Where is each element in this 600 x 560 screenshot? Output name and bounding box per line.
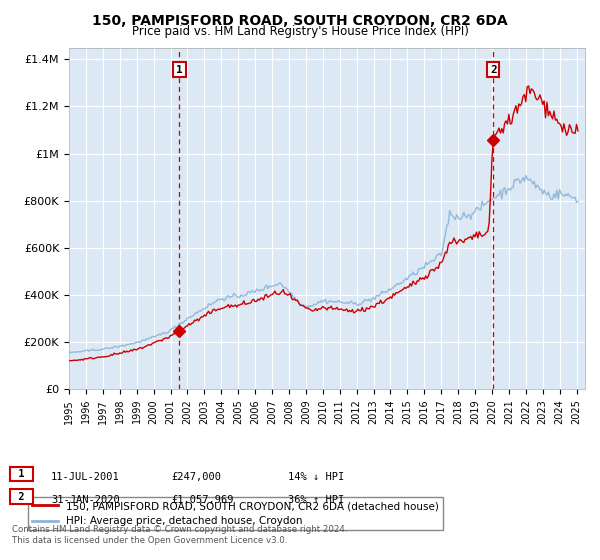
Text: 2: 2 — [490, 65, 497, 74]
Text: Contains HM Land Registry data © Crown copyright and database right 2024.
This d: Contains HM Land Registry data © Crown c… — [12, 525, 347, 545]
Text: 11-JUL-2001: 11-JUL-2001 — [51, 472, 120, 482]
Text: £247,000: £247,000 — [171, 472, 221, 482]
Text: 14% ↓ HPI: 14% ↓ HPI — [288, 472, 344, 482]
Text: 150, PAMPISFORD ROAD, SOUTH CROYDON, CR2 6DA: 150, PAMPISFORD ROAD, SOUTH CROYDON, CR2… — [92, 14, 508, 28]
Text: 31-JAN-2020: 31-JAN-2020 — [51, 494, 120, 505]
Text: 2: 2 — [12, 492, 31, 502]
Text: 36% ↑ HPI: 36% ↑ HPI — [288, 494, 344, 505]
Text: Price paid vs. HM Land Registry's House Price Index (HPI): Price paid vs. HM Land Registry's House … — [131, 25, 469, 38]
Text: 1: 1 — [12, 469, 31, 479]
Text: 1: 1 — [176, 65, 183, 74]
Legend: 150, PAMPISFORD ROAD, SOUTH CROYDON, CR2 6DA (detached house), HPI: Average pric: 150, PAMPISFORD ROAD, SOUTH CROYDON, CR2… — [28, 497, 443, 530]
Text: £1,057,969: £1,057,969 — [171, 494, 233, 505]
